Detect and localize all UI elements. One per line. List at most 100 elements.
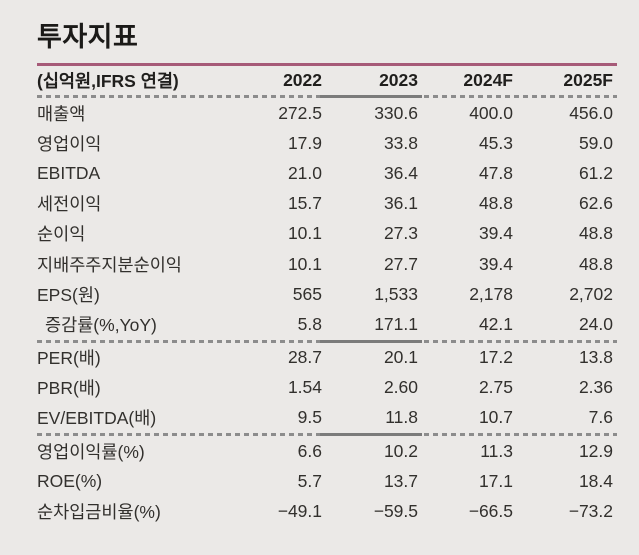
table-row: ROE(%) 5.7 13.7 17.1 18.4 — [37, 466, 613, 496]
report-page: 투자지표 (십억원,IFRS 연결) 2022 2023 2024F 2025F… — [37, 22, 617, 527]
value-2023: 27.3 — [383, 223, 418, 244]
row-label: EV/EBITDA(배) — [37, 408, 157, 429]
row-label: 지배주주지분순이익 — [37, 254, 182, 275]
value-2024f: 400.0 — [469, 102, 513, 123]
table-header-row: (십억원,IFRS 연결) 2022 2023 2024F 2025F — [37, 66, 613, 95]
column-header-2025f: 2025F — [563, 70, 613, 90]
row-label: EPS(원) — [37, 284, 100, 305]
value-2024f: 11.3 — [480, 440, 513, 461]
value-2025f: 13.8 — [578, 347, 613, 368]
value-2022: 9.5 — [297, 407, 322, 428]
header-separator — [37, 95, 617, 98]
value-2022: −49.1 — [277, 501, 322, 522]
table-row: 세전이익 15.7 36.1 48.8 62.6 — [37, 189, 613, 219]
value-2024f: 48.8 — [478, 193, 513, 214]
value-2022: 5.8 — [297, 313, 322, 334]
row-label: 매출액 — [37, 103, 86, 124]
table-row: 영업이익 17.9 33.8 45.3 59.0 — [37, 128, 613, 158]
value-2025f: 59.0 — [578, 132, 613, 153]
row-label: 증감률(%,YoY) — [45, 314, 157, 335]
value-2023: 20.1 — [383, 347, 418, 368]
table-body: 매출액 272.5 330.6 400.0 456.0 영업이익 17.9 33… — [37, 98, 617, 527]
value-2024f: 17.2 — [478, 347, 513, 368]
row-label: PER(배) — [37, 348, 101, 369]
table-row: 증감률(%,YoY) 5.8 171.1 42.1 24.0 — [37, 309, 613, 339]
value-2022: 10.1 — [287, 253, 322, 274]
value-2022: 15.7 — [287, 193, 322, 214]
value-2025f: 456.0 — [569, 102, 613, 123]
row-label: 세전이익 — [37, 194, 102, 215]
table-row: EPS(원) 565 1,533 2,178 2,702 — [37, 279, 613, 309]
value-2024f: 17.1 — [478, 470, 513, 491]
value-2024f: 42.1 — [478, 313, 513, 334]
column-header-2023: 2023 — [379, 70, 418, 90]
investment-metrics-table: (십억원,IFRS 연결) 2022 2023 2024F 2025F 매출액 … — [37, 66, 617, 527]
value-2024f: −66.5 — [468, 501, 513, 522]
value-2023: 13.7 — [383, 470, 418, 491]
value-2023: 2.60 — [383, 377, 418, 398]
row-label: PBR(배) — [37, 378, 101, 399]
value-2023: 33.8 — [383, 132, 418, 153]
value-2025f: 7.6 — [588, 407, 613, 428]
table-row: 매출액 272.5 330.6 400.0 456.0 — [37, 98, 613, 128]
column-header-2024f: 2024F — [463, 70, 513, 90]
row-label: 순이익 — [37, 224, 86, 245]
unit-header: (십억원,IFRS 연결) — [37, 71, 179, 91]
value-2024f: 2.75 — [478, 377, 513, 398]
value-2025f: 48.8 — [578, 253, 613, 274]
value-2025f: 61.2 — [578, 162, 613, 183]
table-row: PBR(배) 1.54 2.60 2.75 2.36 — [37, 373, 613, 403]
value-2025f: 24.0 — [578, 313, 613, 334]
table-row: 영업이익률(%) 6.6 10.2 11.3 12.9 — [37, 436, 613, 466]
group-separator-solid-segment — [320, 339, 422, 343]
value-2022: 6.6 — [297, 440, 322, 461]
group-separator — [37, 433, 617, 437]
row-label: EBITDA — [37, 162, 101, 183]
table-row: 지배주주지분순이익 10.1 27.7 39.4 48.8 — [37, 249, 613, 279]
value-2022: 21.0 — [287, 162, 322, 183]
table-row: EBITDA 21.0 36.4 47.8 61.2 — [37, 158, 613, 188]
value-2023: 171.1 — [374, 313, 418, 334]
value-2022: 565 — [292, 283, 322, 304]
group-separator — [37, 339, 617, 343]
value-2025f: 12.9 — [578, 440, 613, 461]
value-2022: 1.54 — [287, 377, 322, 398]
header-separator-solid-segment — [320, 95, 422, 98]
row-label: 영업이익률(%) — [37, 441, 145, 462]
value-2023: 1,533 — [374, 283, 418, 304]
row-label: 영업이익 — [37, 133, 102, 154]
value-2022: 272.5 — [278, 102, 322, 123]
value-2024f: 47.8 — [478, 162, 513, 183]
value-2024f: 39.4 — [478, 253, 513, 274]
title-accent-line — [37, 63, 617, 66]
row-label: 순차입금비율(%) — [37, 502, 161, 523]
value-2022: 5.7 — [297, 470, 322, 491]
group-separator-solid-segment — [320, 433, 422, 437]
value-2024f: 39.4 — [478, 223, 513, 244]
value-2023: 330.6 — [374, 102, 418, 123]
column-header-2022: 2022 — [283, 70, 322, 90]
value-2024f: 2,178 — [469, 283, 513, 304]
value-2023: 27.7 — [383, 253, 418, 274]
row-label: ROE(%) — [37, 470, 103, 491]
value-2022: 10.1 — [287, 223, 322, 244]
value-2023: −59.5 — [373, 501, 418, 522]
value-2025f: 2.36 — [578, 377, 613, 398]
value-2023: 36.4 — [383, 162, 418, 183]
table-row: 순차입금비율(%) −49.1 −59.5 −66.5 −73.2 — [37, 496, 613, 526]
value-2024f: 10.7 — [478, 407, 513, 428]
value-2024f: 45.3 — [478, 132, 513, 153]
value-2025f: 62.6 — [578, 193, 613, 214]
value-2025f: 2,702 — [569, 283, 613, 304]
value-2022: 28.7 — [287, 347, 322, 368]
table-row: PER(배) 28.7 20.1 17.2 13.8 — [37, 343, 613, 373]
value-2023: 11.8 — [385, 407, 418, 428]
value-2025f: 18.4 — [578, 470, 613, 491]
table-row: EV/EBITDA(배) 9.5 11.8 10.7 7.6 — [37, 403, 613, 433]
page-title: 투자지표 — [37, 22, 139, 52]
value-2023: 36.1 — [383, 193, 418, 214]
value-2025f: −73.2 — [568, 501, 613, 522]
value-2022: 17.9 — [287, 132, 322, 153]
value-2025f: 48.8 — [578, 223, 613, 244]
value-2023: 10.2 — [383, 440, 418, 461]
